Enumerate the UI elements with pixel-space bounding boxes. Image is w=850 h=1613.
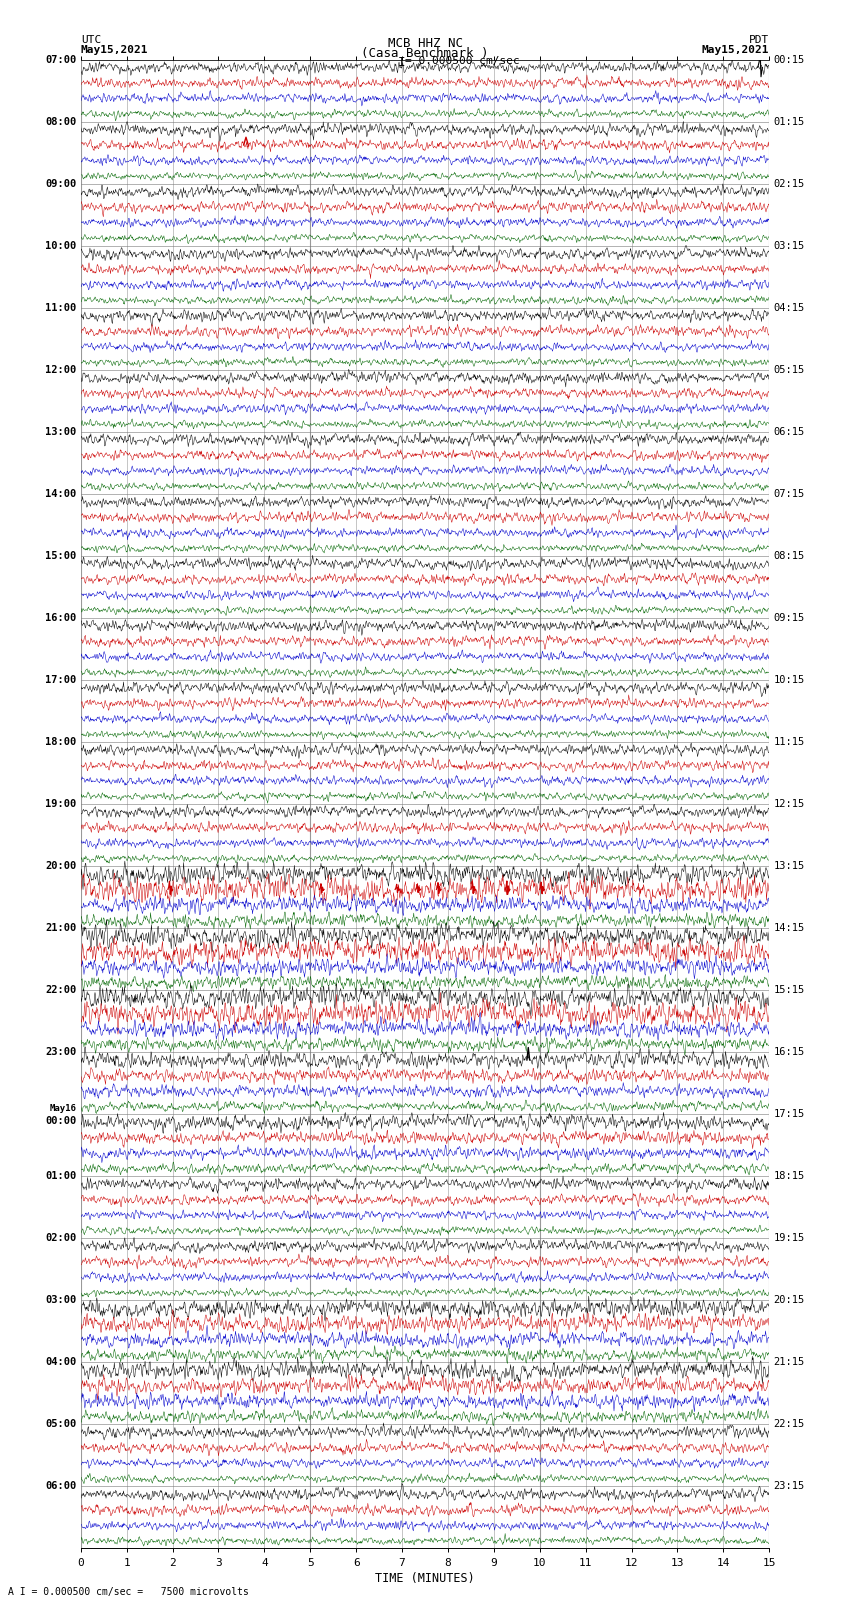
Text: 04:15: 04:15 — [774, 303, 805, 313]
Text: 18:15: 18:15 — [774, 1171, 805, 1181]
Text: 22:15: 22:15 — [774, 1419, 805, 1429]
Text: 09:00: 09:00 — [45, 179, 76, 189]
Text: 12:15: 12:15 — [774, 798, 805, 810]
Text: 11:15: 11:15 — [774, 737, 805, 747]
Text: 10:15: 10:15 — [774, 674, 805, 686]
Text: 19:00: 19:00 — [45, 798, 76, 810]
Text: 21:00: 21:00 — [45, 923, 76, 934]
Text: 16:15: 16:15 — [774, 1047, 805, 1057]
Text: 07:15: 07:15 — [774, 489, 805, 498]
Text: 05:15: 05:15 — [774, 365, 805, 374]
Text: 11:00: 11:00 — [45, 303, 76, 313]
Text: 14:00: 14:00 — [45, 489, 76, 498]
Text: (Casa Benchmark ): (Casa Benchmark ) — [361, 47, 489, 60]
Text: 19:15: 19:15 — [774, 1234, 805, 1244]
Text: I: I — [398, 56, 405, 69]
Text: 21:15: 21:15 — [774, 1358, 805, 1368]
Text: 01:00: 01:00 — [45, 1171, 76, 1181]
Text: 01:15: 01:15 — [774, 116, 805, 127]
Text: UTC: UTC — [81, 35, 101, 45]
Text: May15,2021: May15,2021 — [81, 45, 148, 55]
Text: 15:15: 15:15 — [774, 986, 805, 995]
Text: 07:00: 07:00 — [45, 55, 76, 65]
Text: 02:15: 02:15 — [774, 179, 805, 189]
Text: 13:15: 13:15 — [774, 861, 805, 871]
Text: 00:15: 00:15 — [774, 55, 805, 65]
Text: 15:00: 15:00 — [45, 552, 76, 561]
Text: 03:00: 03:00 — [45, 1295, 76, 1305]
Text: = 0.000500 cm/sec: = 0.000500 cm/sec — [405, 56, 519, 66]
Text: 02:00: 02:00 — [45, 1234, 76, 1244]
Text: PDT: PDT — [749, 35, 769, 45]
Text: A I = 0.000500 cm/sec =   7500 microvolts: A I = 0.000500 cm/sec = 7500 microvolts — [8, 1587, 249, 1597]
Text: 03:15: 03:15 — [774, 240, 805, 250]
Text: 13:00: 13:00 — [45, 427, 76, 437]
Text: 17:00: 17:00 — [45, 674, 76, 686]
Text: May16: May16 — [49, 1103, 76, 1113]
Text: 14:15: 14:15 — [774, 923, 805, 934]
Text: 23:00: 23:00 — [45, 1047, 76, 1057]
Text: 16:00: 16:00 — [45, 613, 76, 623]
Text: 22:00: 22:00 — [45, 986, 76, 995]
Text: 17:15: 17:15 — [774, 1110, 805, 1119]
Text: 00:00: 00:00 — [45, 1116, 76, 1126]
Text: 10:00: 10:00 — [45, 240, 76, 250]
Text: 18:00: 18:00 — [45, 737, 76, 747]
Text: 09:15: 09:15 — [774, 613, 805, 623]
Text: MCB HHZ NC: MCB HHZ NC — [388, 37, 462, 50]
X-axis label: TIME (MINUTES): TIME (MINUTES) — [375, 1571, 475, 1584]
Text: 20:00: 20:00 — [45, 861, 76, 871]
Text: 08:00: 08:00 — [45, 116, 76, 127]
Text: 23:15: 23:15 — [774, 1481, 805, 1492]
Text: 08:15: 08:15 — [774, 552, 805, 561]
Text: May15,2021: May15,2021 — [702, 45, 769, 55]
Text: 04:00: 04:00 — [45, 1358, 76, 1368]
Text: 06:15: 06:15 — [774, 427, 805, 437]
Text: 20:15: 20:15 — [774, 1295, 805, 1305]
Text: 06:00: 06:00 — [45, 1481, 76, 1492]
Text: 05:00: 05:00 — [45, 1419, 76, 1429]
Text: 12:00: 12:00 — [45, 365, 76, 374]
